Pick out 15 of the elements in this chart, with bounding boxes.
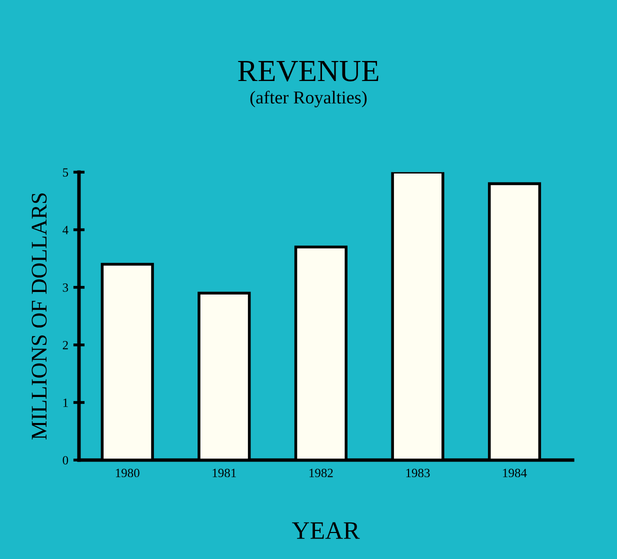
y-tick-label: 0 [62, 456, 68, 465]
x-tick-label: 1981 [212, 468, 236, 478]
y-axis-title: MILLIONS OF DOLLARS [32, 193, 47, 440]
x-tick-label: 1982 [310, 468, 333, 478]
x-tick-label: 1984 [503, 468, 527, 478]
y-tick-label: 4 [62, 226, 68, 234]
x-tick-label: 1983 [406, 468, 430, 478]
chart-title: REVENUE [238, 61, 378, 82]
y-tick-label: 5 [63, 168, 68, 177]
y-tick-label: 2 [62, 340, 68, 350]
y-tick-label: 3 [62, 283, 68, 292]
chart-subtitle: (after Royalties) [250, 90, 367, 108]
x-axis-title: YEAR [292, 522, 360, 539]
y-tick-label: 1 [63, 398, 68, 407]
x-tick-label: 1980 [116, 468, 140, 478]
